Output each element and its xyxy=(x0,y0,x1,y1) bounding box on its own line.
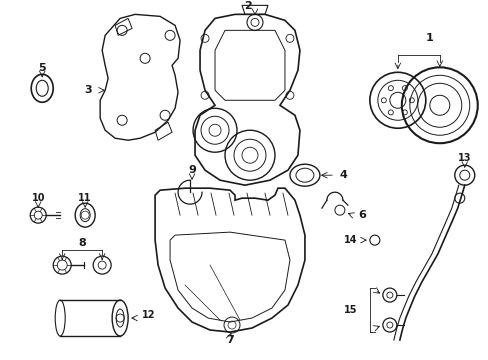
Text: 11: 11 xyxy=(78,193,92,203)
Text: 12: 12 xyxy=(142,310,155,320)
Text: 5: 5 xyxy=(39,63,46,73)
Text: 3: 3 xyxy=(84,85,92,95)
Text: 1: 1 xyxy=(425,33,433,43)
Text: 9: 9 xyxy=(188,165,196,175)
Text: 7: 7 xyxy=(225,335,233,345)
Text: 8: 8 xyxy=(78,238,86,248)
Text: 10: 10 xyxy=(31,193,45,203)
Text: 2: 2 xyxy=(244,1,251,12)
Text: 14: 14 xyxy=(344,235,357,245)
Text: 15: 15 xyxy=(344,305,357,315)
Text: 13: 13 xyxy=(457,153,470,163)
Text: 6: 6 xyxy=(357,210,365,220)
Text: 4: 4 xyxy=(339,170,347,180)
